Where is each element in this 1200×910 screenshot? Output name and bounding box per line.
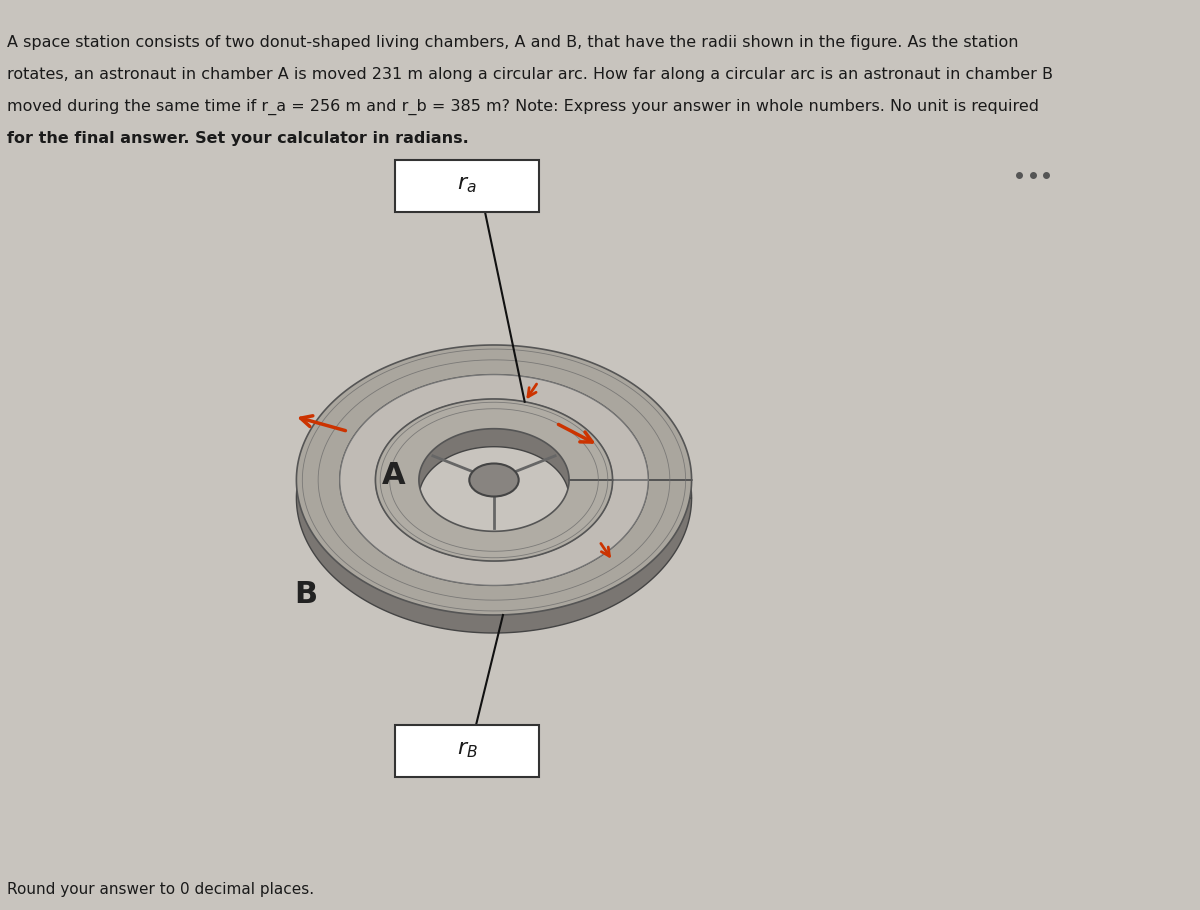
Text: moved during the same time if r_a = 256 m and r_b = 385 m? Note: Express your an: moved during the same time if r_a = 256 … [7, 99, 1039, 116]
Text: Round your answer to 0 decimal places.: Round your answer to 0 decimal places. [7, 882, 314, 897]
PathPatch shape [376, 417, 612, 579]
Text: A: A [382, 460, 406, 490]
Ellipse shape [469, 463, 518, 497]
Text: for the final answer. Set your calculator in radians.: for the final answer. Set your calculato… [7, 131, 469, 146]
PathPatch shape [376, 399, 612, 561]
Text: A space station consists of two donut-shaped living chambers, A and B, that have: A space station consists of two donut-sh… [7, 35, 1019, 50]
Text: rotates, an astronaut in chamber A is moved 231 m along a circular arc. How far : rotates, an astronaut in chamber A is mo… [7, 67, 1054, 82]
Text: B: B [294, 581, 317, 610]
PathPatch shape [340, 375, 648, 585]
PathPatch shape [296, 345, 691, 615]
FancyBboxPatch shape [395, 160, 539, 212]
PathPatch shape [296, 363, 691, 633]
Text: $r_B$: $r_B$ [457, 740, 478, 760]
FancyBboxPatch shape [395, 725, 539, 777]
Text: $r_a$: $r_a$ [457, 175, 476, 195]
